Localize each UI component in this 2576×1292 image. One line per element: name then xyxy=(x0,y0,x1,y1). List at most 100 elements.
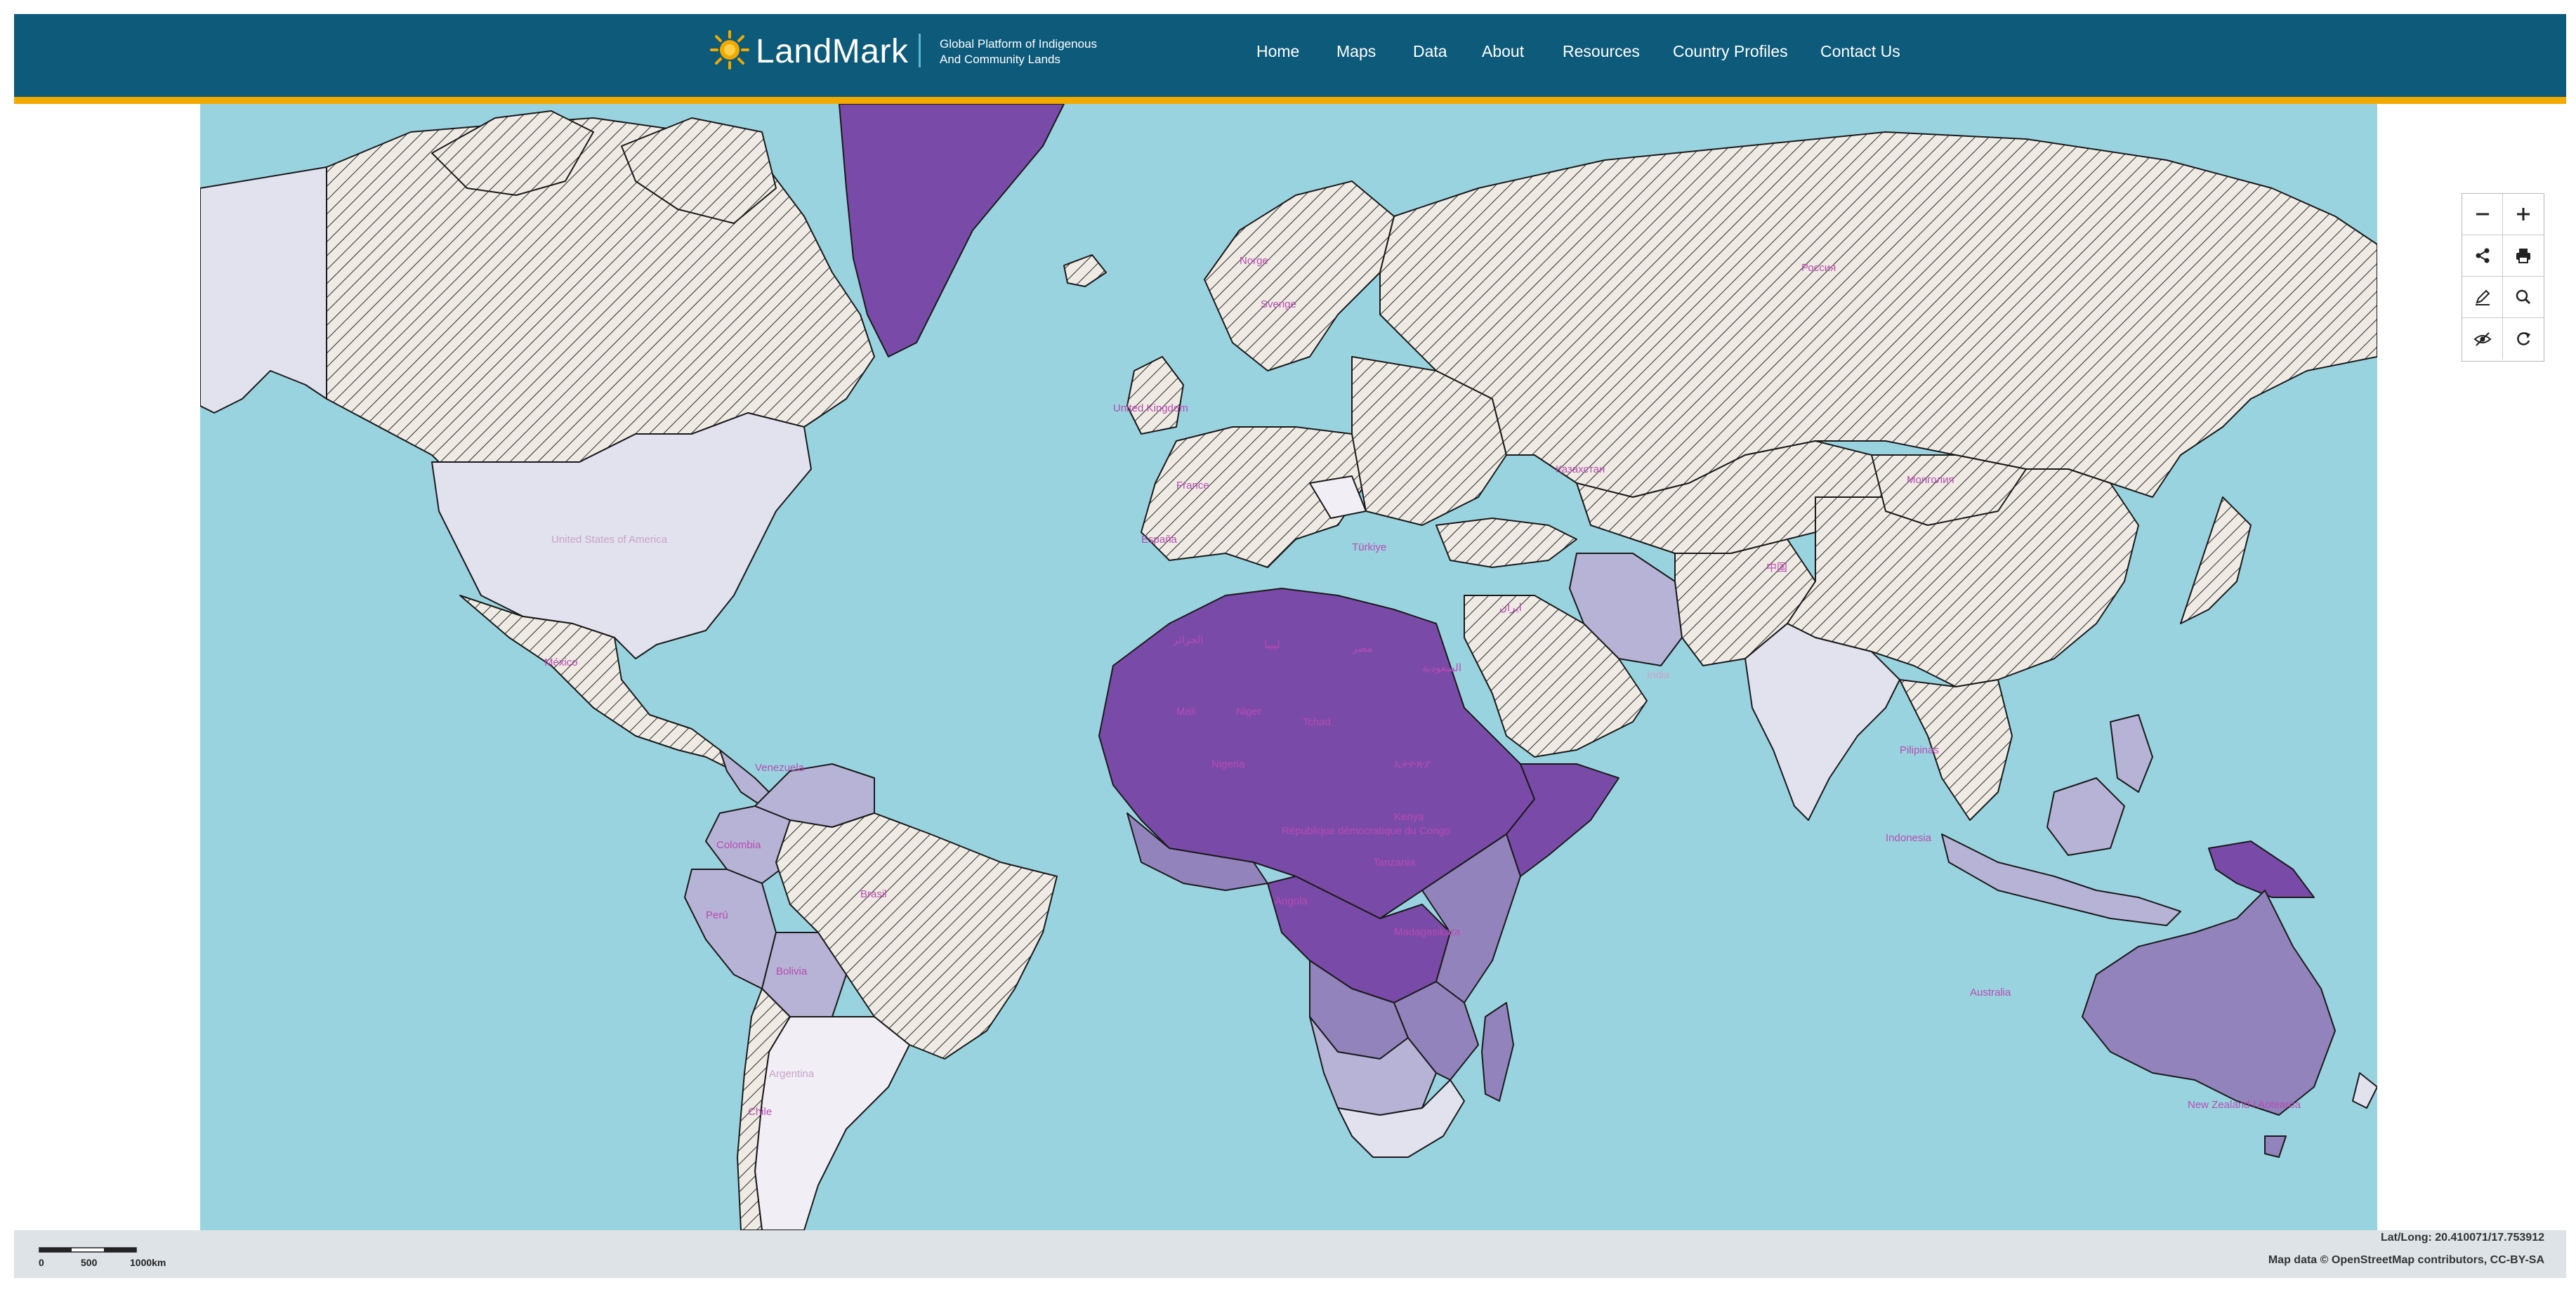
label-egypt: مصر xyxy=(1351,642,1372,654)
tagline-line-2: And Community Lands xyxy=(940,53,1060,66)
print-icon xyxy=(2516,249,2530,263)
share-button[interactable] xyxy=(2462,235,2503,277)
sun-logo-icon xyxy=(710,30,749,70)
label-argentina: Argentina xyxy=(769,1068,815,1080)
brazil[interactable] xyxy=(775,812,1058,1060)
south-africa[interactable] xyxy=(1337,1079,1465,1158)
borneo[interactable] xyxy=(2046,777,2125,856)
label-new-zealand: New Zealand / Aotearoa xyxy=(2188,1099,2301,1111)
label-kazakhstan: Казахстан xyxy=(1556,463,1605,475)
scale-bar: 0 500 1000km xyxy=(39,1246,179,1271)
label-india: India xyxy=(1647,669,1670,681)
main-nav: Home Maps Data About Resources Country P… xyxy=(0,42,2576,63)
east-africa[interactable] xyxy=(1421,833,1521,1003)
india[interactable] xyxy=(1744,623,1900,821)
southeast-asia[interactable] xyxy=(1899,679,2013,821)
mozambique-region[interactable] xyxy=(1393,981,1479,1081)
label-kenya: Kenya xyxy=(1394,811,1424,823)
label-turkey: Türkiye xyxy=(1352,541,1386,553)
new-zealand-north[interactable] xyxy=(2352,1072,2377,1109)
nav-contact-us[interactable]: Contact Us xyxy=(1820,42,1900,60)
map-canvas[interactable]: United States of America México Colombia… xyxy=(200,104,2377,1230)
label-norge: Norge xyxy=(1240,255,1268,267)
nav-data[interactable]: Data xyxy=(1413,42,1447,60)
romania[interactable] xyxy=(1309,475,1367,519)
brand-tagline: Global Platform of Indigenous And Commun… xyxy=(940,37,1097,67)
label-uk: United Kingdom xyxy=(1113,402,1188,414)
mongolia[interactable] xyxy=(1871,454,2027,526)
draw-button[interactable] xyxy=(2462,277,2503,318)
map-attribution[interactable]: Map data © OpenStreetMap contributors, C… xyxy=(2268,1254,2544,1266)
arctic-islands-east[interactable] xyxy=(621,117,777,224)
zoom-out-icon xyxy=(2476,213,2489,216)
label-algeria: الجزائر xyxy=(1172,634,1203,646)
map-status-bar xyxy=(14,1230,2566,1278)
greenland[interactable] xyxy=(839,104,1065,357)
scale-label-0: 0 xyxy=(39,1257,44,1268)
label-saudi-arabia: السعودية xyxy=(1422,662,1461,674)
logo-divider xyxy=(919,34,921,67)
western-europe[interactable] xyxy=(1141,426,1367,568)
nav-home[interactable]: Home xyxy=(1256,42,1300,60)
label-peru: Perú xyxy=(706,909,728,921)
label-espana: España xyxy=(1141,534,1178,546)
australia[interactable] xyxy=(2082,890,2336,1116)
label-china: 中国 xyxy=(1766,562,1787,574)
refresh-button[interactable] xyxy=(2503,318,2544,360)
label-indonesia: Indonesia xyxy=(1886,832,1932,844)
nav-maps[interactable]: Maps xyxy=(1336,42,1376,60)
nav-country-profiles[interactable]: Country Profiles xyxy=(1673,42,1788,60)
label-madagascar: Madagasikara xyxy=(1394,926,1461,938)
zoom-out-button[interactable] xyxy=(2462,194,2503,235)
arctic-islands[interactable] xyxy=(431,110,594,196)
papua-new-guinea[interactable] xyxy=(2208,841,2315,898)
label-bolivia: Bolivia xyxy=(776,965,808,977)
arabia[interactable] xyxy=(1464,595,1648,758)
tagline-line-1: Global Platform of Indigenous xyxy=(940,37,1097,51)
label-sverige: Sverige xyxy=(1261,298,1296,310)
label-mali: Mali xyxy=(1176,706,1196,718)
tasmania[interactable] xyxy=(2264,1135,2287,1158)
label-colombia: Colombia xyxy=(716,839,761,851)
search-button[interactable] xyxy=(2503,277,2544,318)
label-drc: République démocratique du Congo xyxy=(1282,825,1450,837)
label-australia: Australia xyxy=(1970,987,2011,998)
label-angola: Angola xyxy=(1275,895,1308,907)
toggle-layers-button[interactable] xyxy=(2462,318,2503,360)
country-labels: United States of America México Colombia… xyxy=(544,255,2301,1118)
philippines[interactable] xyxy=(2110,714,2153,793)
iceland[interactable] xyxy=(1063,254,1107,287)
world-map[interactable]: United States of America México Colombia… xyxy=(200,104,2377,1230)
horn-of-africa[interactable] xyxy=(1506,763,1619,877)
label-russia: Россия xyxy=(1801,262,1836,274)
colombia[interactable] xyxy=(705,805,791,884)
united-kingdom[interactable] xyxy=(1126,356,1184,435)
alaska[interactable] xyxy=(200,166,327,414)
label-mexico: México xyxy=(544,657,578,668)
united-states[interactable] xyxy=(431,412,812,659)
share-icon xyxy=(2476,248,2489,263)
turkey[interactable] xyxy=(1435,518,1577,568)
hide-icon xyxy=(2473,331,2491,346)
brand-name: LandMark xyxy=(756,33,909,70)
draw-icon xyxy=(2475,289,2490,305)
lat-long-readout: Lat/Long: 20.410071/17.753912 xyxy=(2380,1232,2544,1244)
nav-about[interactable]: About xyxy=(1482,42,1525,60)
scale-label-500: 500 xyxy=(81,1257,98,1268)
japan[interactable] xyxy=(2180,496,2252,624)
nav-resources[interactable]: Resources xyxy=(1563,42,1640,60)
label-tchad: Tchad xyxy=(1303,716,1331,728)
label-tanzania: Tanzania xyxy=(1373,857,1416,869)
namibia-botswana[interactable] xyxy=(1309,1016,1437,1116)
madagascar[interactable] xyxy=(1481,1002,1514,1102)
label-venezuela: Venezuela xyxy=(755,762,805,774)
label-usa: United States of America xyxy=(551,534,668,546)
label-france: France xyxy=(1176,480,1209,492)
indonesia[interactable] xyxy=(1941,833,2181,926)
label-philippines: Pilipinas xyxy=(1900,744,1939,756)
chile[interactable] xyxy=(737,988,791,1230)
label-nigeria: Nigeria xyxy=(1211,758,1245,770)
print-button[interactable] xyxy=(2503,235,2544,277)
search-icon xyxy=(2516,289,2531,305)
zoom-in-button[interactable] xyxy=(2503,194,2544,235)
